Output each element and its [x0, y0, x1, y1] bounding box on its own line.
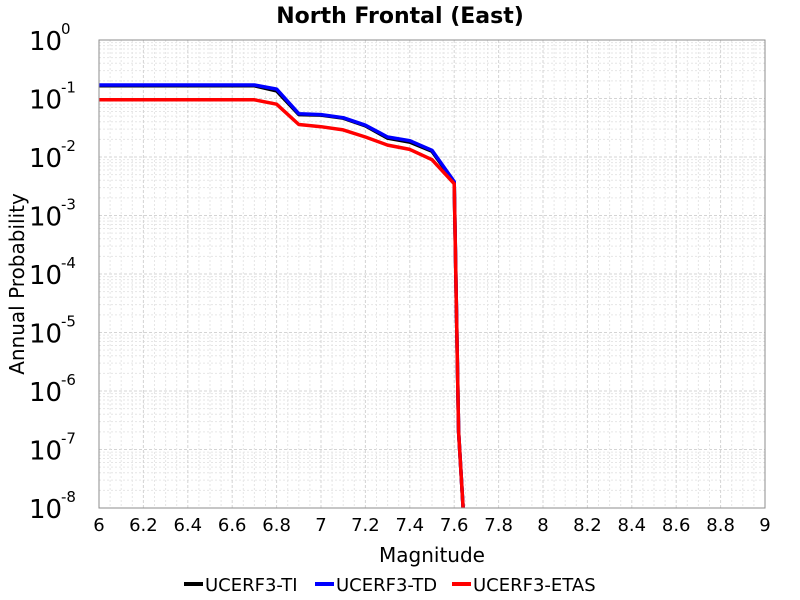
- y-tick-exponent: -7: [61, 430, 76, 448]
- x-tick-label: 8: [537, 515, 548, 536]
- x-tick-label: 7.4: [395, 515, 424, 536]
- y-tick-exponent: -5: [61, 313, 76, 331]
- y-tick-base: 10: [29, 144, 62, 174]
- y-tick-base: 10: [29, 320, 62, 350]
- y-tick-label: 10-5: [29, 313, 76, 350]
- y-tick-exponent: -1: [61, 79, 76, 97]
- x-tick-label: 6.2: [129, 515, 158, 536]
- series-line-ucerf3-etas: [99, 98, 465, 509]
- x-tick-label: 8.2: [573, 515, 602, 536]
- y-tick-base: 10: [29, 378, 62, 408]
- y-tick-exponent: 0: [61, 20, 71, 38]
- x-axis-label: Magnitude: [379, 543, 485, 567]
- y-tick-exponent: -2: [61, 137, 76, 155]
- legend-item-ucerf3-td: UCERF3-TD: [315, 575, 437, 596]
- legend: UCERF3-TI UCERF3-TD UCERF3-ETAS: [184, 575, 596, 596]
- y-tick-base: 10: [29, 495, 62, 525]
- y-axis-label: Annual Probability: [5, 193, 29, 375]
- x-tick-label: 6.6: [218, 515, 247, 536]
- x-tick-label: 8.8: [706, 515, 735, 536]
- y-tick-label: 10-8: [29, 488, 76, 525]
- x-tick-label: 7: [315, 515, 326, 536]
- series-layer: [99, 83, 465, 509]
- y-tick-label: 10-6: [29, 371, 76, 408]
- y-tick-exponent: -6: [61, 371, 76, 389]
- chart-title: North Frontal (East): [276, 4, 524, 29]
- grid: [99, 40, 765, 508]
- x-tick-label: 7.8: [484, 515, 513, 536]
- legend-item-ucerf3-etas: UCERF3-ETAS: [452, 575, 596, 596]
- x-tick-label: 6.8: [262, 515, 291, 536]
- y-tick-base: 10: [29, 86, 62, 116]
- y-tick-label: 10-4: [29, 254, 76, 291]
- y-tick-label: 10-2: [29, 137, 76, 174]
- y-tick-label: 10-7: [29, 430, 76, 467]
- x-tick-label: 6: [93, 515, 104, 536]
- y-tick-exponent: -3: [61, 196, 76, 214]
- x-ticks: 6 6.2 6.4 6.6 6.8 7 7.2 7.4 7.6 7.8 8 8.2 8.4 8.6 8.8 9: [93, 515, 770, 536]
- x-tick-label: 7.6: [440, 515, 469, 536]
- y-tick-exponent: -4: [61, 254, 76, 272]
- legend-item-ucerf3-ti: UCERF3-TI: [184, 575, 298, 596]
- y-tick-base: 10: [29, 27, 62, 57]
- y-tick-label: 10-1: [29, 79, 76, 116]
- x-tick-label: 8.6: [662, 515, 691, 536]
- y-tick-base: 10: [29, 203, 62, 233]
- legend-label: UCERF3-TD: [336, 575, 437, 596]
- x-tick-label: 6.4: [173, 515, 202, 536]
- x-tick-label: 7.2: [351, 515, 380, 536]
- series-line-ucerf3-td: [99, 83, 465, 509]
- y-tick-label: 100: [29, 20, 71, 57]
- x-tick-label: 8.4: [617, 515, 646, 536]
- x-tick-label: 9: [759, 515, 770, 536]
- y-tick-exponent: -8: [61, 488, 76, 506]
- legend-label: UCERF3-ETAS: [473, 575, 596, 596]
- y-tick-label: 10-3: [29, 196, 76, 233]
- plot-frame: [98, 39, 766, 509]
- y-tick-base: 10: [29, 261, 62, 291]
- y-tick-base: 10: [29, 437, 62, 467]
- legend-label: UCERF3-TI: [205, 575, 298, 596]
